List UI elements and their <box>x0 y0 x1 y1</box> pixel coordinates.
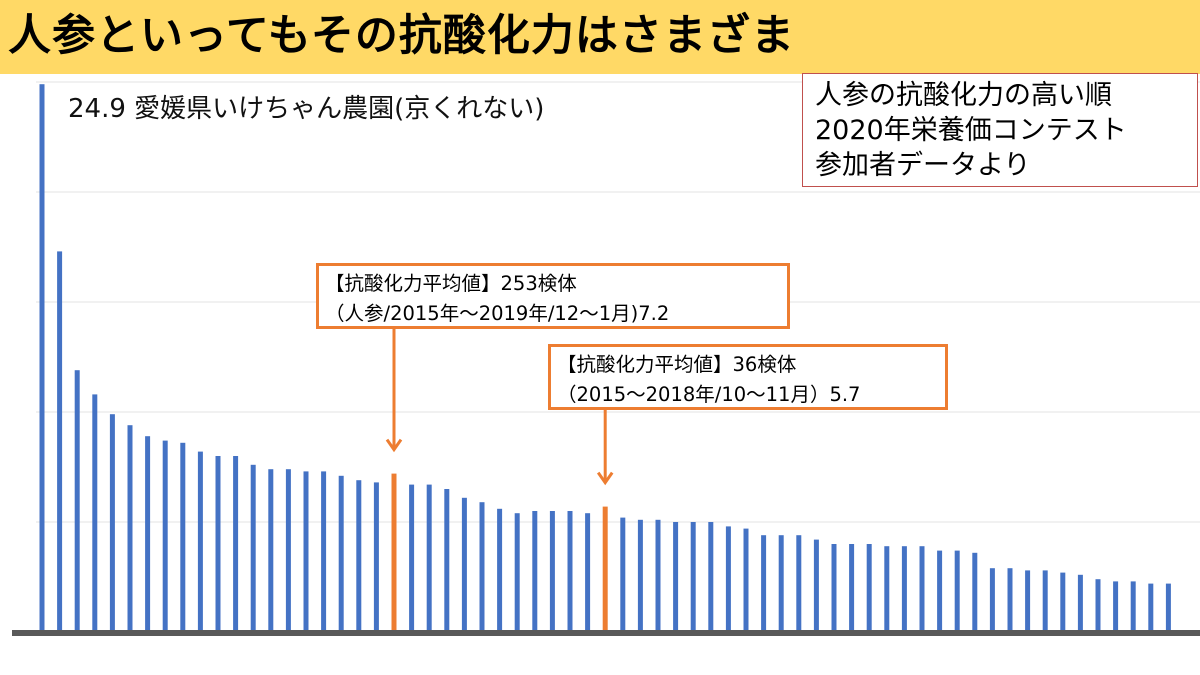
bar <box>197 451 203 632</box>
bar <box>303 471 309 632</box>
annotation-1-line-2: （人参/2015年～2019年/12～1月)7.2 <box>325 302 670 325</box>
bar <box>127 425 133 632</box>
bar <box>1095 579 1101 632</box>
bar <box>109 414 115 632</box>
bar <box>145 436 151 632</box>
bar <box>919 546 925 632</box>
bar <box>74 370 80 632</box>
bar <box>1165 583 1171 632</box>
bar <box>1113 581 1119 632</box>
bar <box>884 546 890 632</box>
title-bar: 人参といってもその抗酸化力はさまざま <box>0 0 1200 74</box>
bar <box>937 550 943 632</box>
page-title: 人参といってもその抗酸化力はさまざま <box>8 11 795 61</box>
bar <box>831 544 837 632</box>
bar <box>92 394 98 632</box>
annotation-2-line-1: 【抗酸化力平均値】36検体 <box>557 353 797 376</box>
bar <box>1148 583 1154 632</box>
bar <box>549 511 555 632</box>
legend-line-1: 人参の抗酸化力の高い順 <box>815 80 1112 111</box>
bar <box>426 484 432 632</box>
bar <box>57 251 63 632</box>
bar <box>180 442 186 632</box>
bar <box>514 513 520 632</box>
bar <box>250 464 256 632</box>
bar <box>215 456 221 632</box>
annotation-arrows <box>385 329 614 486</box>
bar <box>954 550 960 632</box>
bar <box>778 535 784 632</box>
bar <box>479 502 485 632</box>
bar <box>39 84 45 632</box>
bar <box>655 519 661 632</box>
bar <box>866 544 872 632</box>
bar <box>673 522 679 632</box>
annotation-average-36: 【抗酸化力平均値】36検体 （2015～2018年/10～11月）5.7 <box>548 344 948 410</box>
bar <box>1077 574 1083 632</box>
bar <box>1130 581 1136 632</box>
bar <box>725 526 731 632</box>
bar <box>637 519 643 632</box>
bar <box>1007 568 1013 632</box>
bar <box>690 522 696 632</box>
bar <box>356 480 362 632</box>
bar <box>162 440 168 632</box>
bar <box>1060 572 1066 632</box>
annotation-average-253: 【抗酸化力平均値】253検体 （人参/2015年～2019年/12～1月)7.2 <box>316 263 790 329</box>
legend-line-3: 参加者データより <box>815 150 1031 181</box>
bar <box>620 517 626 632</box>
legend-line-2: 2020年栄養価コンテスト <box>815 115 1127 146</box>
bar <box>567 511 573 632</box>
bar <box>285 469 291 632</box>
bar <box>497 508 503 632</box>
bar <box>444 489 450 632</box>
bar <box>901 546 907 632</box>
bar <box>1025 570 1031 632</box>
bar <box>373 482 379 632</box>
bar <box>585 513 591 632</box>
max-value-label: 24.9 愛媛県いけちゃん農園(京くれない) <box>68 94 545 124</box>
bar <box>743 528 749 632</box>
bar <box>532 511 538 632</box>
bar <box>989 568 995 632</box>
annotation-2-line-2: （2015～2018年/10～11月）5.7 <box>557 383 861 406</box>
bar <box>761 535 767 632</box>
bar <box>233 456 239 632</box>
bar <box>268 469 274 632</box>
bar <box>972 552 978 632</box>
bars <box>39 84 1171 632</box>
bar <box>796 535 802 632</box>
bar <box>409 484 415 632</box>
annotation-1-line-1: 【抗酸化力平均値】253検体 <box>325 272 577 295</box>
bar <box>1042 570 1048 632</box>
bar <box>338 475 344 632</box>
annotation-arrow-head <box>596 471 614 486</box>
highlight-bar <box>391 473 397 632</box>
highlight-bar <box>602 506 608 632</box>
bar <box>849 544 855 632</box>
legend-box: 人参の抗酸化力の高い順 2020年栄養価コンテスト 参加者データより <box>802 73 1198 187</box>
bar <box>708 522 714 632</box>
bar <box>813 539 819 632</box>
bar <box>321 471 327 632</box>
bar <box>461 497 467 632</box>
annotation-arrow-head <box>385 438 403 453</box>
